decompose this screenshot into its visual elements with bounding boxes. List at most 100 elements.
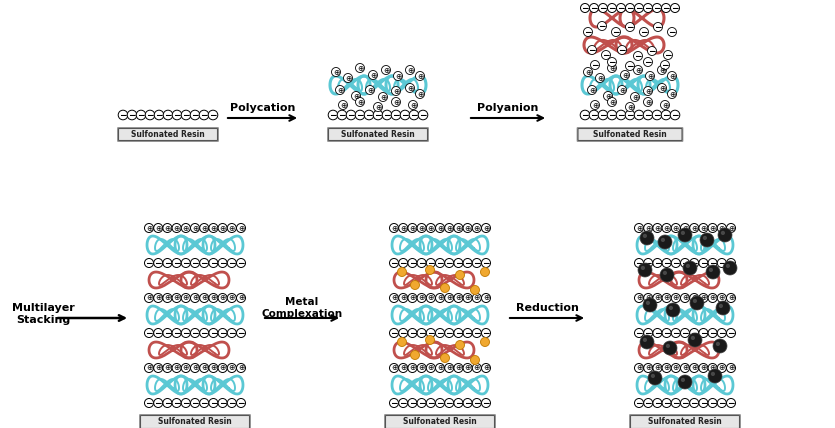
Circle shape (667, 89, 676, 98)
Circle shape (666, 303, 680, 317)
Text: ⊕: ⊕ (400, 363, 407, 372)
Text: ⊕: ⊕ (155, 223, 161, 232)
FancyBboxPatch shape (385, 415, 495, 428)
Circle shape (662, 398, 671, 407)
Text: −: − (661, 60, 669, 69)
Text: −: − (608, 110, 615, 119)
Text: ⊕: ⊕ (382, 65, 389, 74)
Circle shape (427, 259, 435, 268)
Text: −: − (154, 259, 162, 268)
Text: ⊕: ⊕ (400, 294, 407, 303)
Text: ⊕: ⊕ (220, 363, 225, 372)
Text: ⊕: ⊕ (483, 223, 489, 232)
Circle shape (454, 223, 463, 232)
Circle shape (154, 110, 164, 120)
Circle shape (667, 71, 676, 80)
Text: −: − (591, 60, 599, 69)
Circle shape (717, 363, 726, 372)
Text: −: − (129, 110, 136, 119)
Circle shape (154, 398, 163, 407)
Circle shape (409, 110, 419, 120)
Text: ⊕: ⊕ (446, 294, 453, 303)
Circle shape (608, 57, 616, 66)
Circle shape (172, 259, 181, 268)
Circle shape (368, 71, 377, 80)
Circle shape (463, 363, 472, 372)
Circle shape (681, 398, 690, 407)
Circle shape (154, 294, 163, 303)
Circle shape (364, 110, 374, 120)
Text: ⊕: ⊕ (664, 294, 670, 303)
Circle shape (209, 398, 218, 407)
Circle shape (408, 329, 417, 338)
Text: ⊕: ⊕ (407, 65, 413, 74)
Circle shape (708, 223, 717, 232)
Text: ⊕: ⊕ (691, 294, 697, 303)
Circle shape (408, 294, 417, 303)
Text: −: − (626, 110, 634, 119)
Text: −: − (464, 329, 471, 338)
Circle shape (181, 363, 190, 372)
Circle shape (711, 372, 715, 376)
Circle shape (200, 294, 209, 303)
Text: ⊕: ⊕ (183, 294, 189, 303)
Circle shape (172, 398, 181, 407)
Text: −: − (617, 3, 625, 12)
Circle shape (598, 21, 606, 30)
Circle shape (671, 398, 681, 407)
Circle shape (643, 298, 657, 312)
Circle shape (661, 3, 671, 12)
Text: −: − (145, 398, 153, 407)
Text: −: − (338, 110, 346, 119)
Text: −: − (648, 47, 655, 56)
Circle shape (418, 398, 426, 407)
Text: −: − (473, 329, 481, 338)
Text: −: − (654, 398, 661, 407)
Circle shape (356, 63, 365, 72)
Circle shape (190, 329, 200, 338)
Circle shape (200, 259, 209, 268)
Circle shape (584, 27, 593, 36)
Circle shape (408, 363, 417, 372)
Text: −: − (164, 398, 171, 407)
Text: −: − (590, 110, 598, 119)
Circle shape (657, 83, 666, 92)
Text: −: − (454, 329, 462, 338)
Circle shape (172, 329, 181, 338)
Text: ⊕: ⊕ (483, 294, 489, 303)
Circle shape (416, 71, 424, 80)
Circle shape (463, 259, 472, 268)
FancyBboxPatch shape (327, 128, 428, 142)
Circle shape (640, 27, 649, 36)
Circle shape (644, 3, 652, 12)
Text: −: − (727, 259, 735, 268)
Circle shape (662, 294, 671, 303)
Circle shape (645, 71, 655, 80)
Text: −: − (392, 110, 400, 119)
Text: −: − (164, 329, 171, 338)
Text: ⊕: ⊕ (392, 86, 399, 95)
Text: −: − (608, 57, 615, 66)
Text: ⊕: ⊕ (609, 63, 615, 72)
Circle shape (482, 329, 490, 338)
Text: −: − (191, 398, 199, 407)
Text: −: − (709, 329, 716, 338)
Text: −: − (210, 329, 217, 338)
Circle shape (454, 259, 463, 268)
Circle shape (400, 110, 410, 120)
Circle shape (708, 329, 717, 338)
Circle shape (445, 363, 453, 372)
Text: −: − (663, 398, 671, 407)
Text: ⊕: ⊕ (357, 63, 363, 72)
Text: ⊕: ⊕ (183, 363, 189, 372)
Circle shape (436, 259, 444, 268)
Text: −: − (626, 23, 634, 32)
Circle shape (473, 398, 481, 407)
Text: −: − (617, 110, 625, 119)
Circle shape (436, 363, 444, 372)
Circle shape (650, 374, 655, 378)
Text: ⊕: ⊕ (418, 363, 425, 372)
Text: ⊕: ⊕ (229, 223, 235, 232)
FancyBboxPatch shape (630, 416, 740, 428)
Circle shape (709, 268, 713, 272)
